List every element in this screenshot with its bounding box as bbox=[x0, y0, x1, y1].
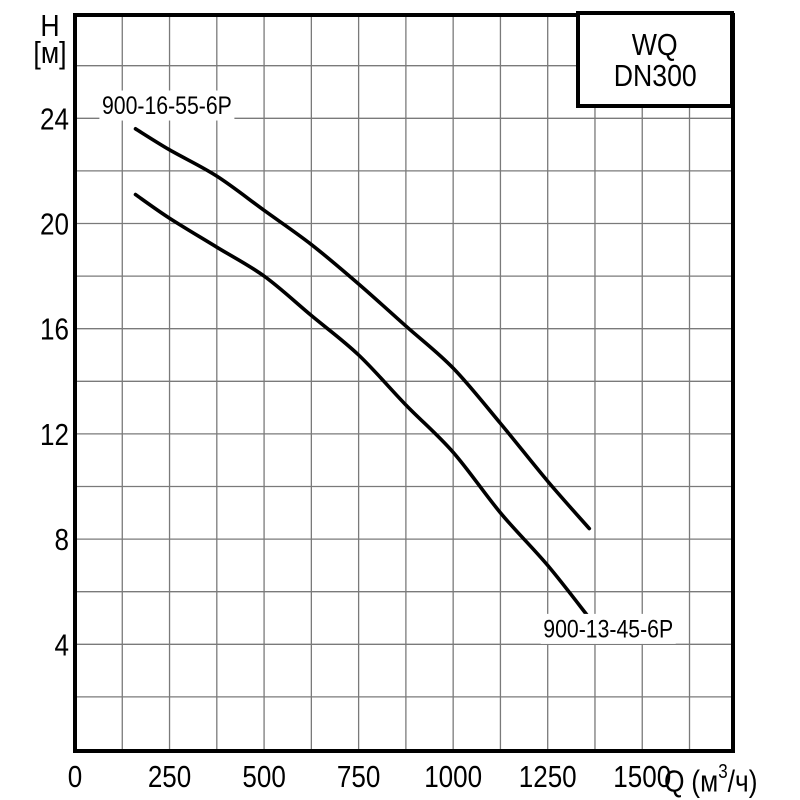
x-tick-label-1500: 1500 bbox=[613, 760, 671, 795]
legend-series-family: WQ bbox=[632, 26, 678, 62]
legend-box: WQ DN300 bbox=[576, 11, 734, 108]
y-tick-label-20: 20 bbox=[40, 207, 69, 242]
y-tick-text: 12 bbox=[40, 418, 69, 453]
x-tick-label-500: 500 bbox=[242, 760, 285, 795]
curve-label-900-13-45-6P: 900-13-45-6P bbox=[540, 613, 676, 644]
x-tick-label-1250: 1250 bbox=[519, 760, 577, 795]
x-axis-unit-symbol: Q bbox=[664, 763, 685, 799]
legend-flange-size: DN300 bbox=[613, 57, 697, 93]
x-tick-label-1000: 1000 bbox=[424, 760, 482, 795]
curve-label-900-16-55-6P: 900-16-55-6P bbox=[99, 90, 235, 121]
curve-label-bg bbox=[99, 90, 235, 121]
x-axis-unit-open: (м bbox=[691, 763, 719, 799]
y-tick-label-4: 4 bbox=[55, 628, 70, 663]
x-axis-unit-close: /ч) bbox=[727, 763, 758, 799]
y-tick-text: 24 bbox=[40, 102, 69, 137]
pump-curve-900-13-45-6P bbox=[133, 192, 592, 620]
y-axis-title: H [м] bbox=[31, 8, 69, 70]
x-tick-text: 500 bbox=[242, 760, 285, 795]
x-tick-text: 1000 bbox=[424, 760, 482, 795]
y-tick-text: 8 bbox=[55, 523, 69, 558]
x-tick-text: 0 bbox=[68, 760, 82, 795]
x-tick-label-750: 750 bbox=[337, 760, 380, 795]
x-tick-text: 1250 bbox=[519, 760, 577, 795]
y-tick-label-16: 16 bbox=[40, 313, 69, 348]
y-axis-title-unit: [м] bbox=[33, 35, 67, 70]
x-tick-text: 750 bbox=[337, 760, 380, 795]
y-tick-text: 4 bbox=[55, 628, 70, 663]
y-tick-text: 20 bbox=[40, 207, 69, 242]
x-axis-unit-sup: 3 bbox=[718, 761, 728, 783]
x-tick-label-250: 250 bbox=[148, 760, 191, 795]
x-tick-text: 1500 bbox=[613, 760, 671, 795]
x-tick-text: 250 bbox=[148, 760, 191, 795]
y-tick-text: 16 bbox=[40, 313, 69, 348]
y-tick-label-8: 8 bbox=[55, 523, 69, 558]
curve-label-text: 900-13-45-6P bbox=[543, 615, 673, 643]
y-tick-label-12: 12 bbox=[40, 418, 69, 453]
x-axis-unit: Q (м3/ч) bbox=[664, 759, 757, 796]
curve-label-bg bbox=[540, 613, 676, 644]
grid-lines bbox=[75, 15, 733, 751]
curve-label-text: 900-16-55-6P bbox=[102, 92, 232, 120]
y-tick-label-24: 24 bbox=[40, 102, 69, 137]
pump-curve-900-16-55-6P bbox=[133, 127, 592, 531]
y-axis-title-symbol: H bbox=[40, 8, 60, 43]
x-tick-label-0: 0 bbox=[68, 760, 82, 795]
chart-border bbox=[73, 13, 735, 753]
